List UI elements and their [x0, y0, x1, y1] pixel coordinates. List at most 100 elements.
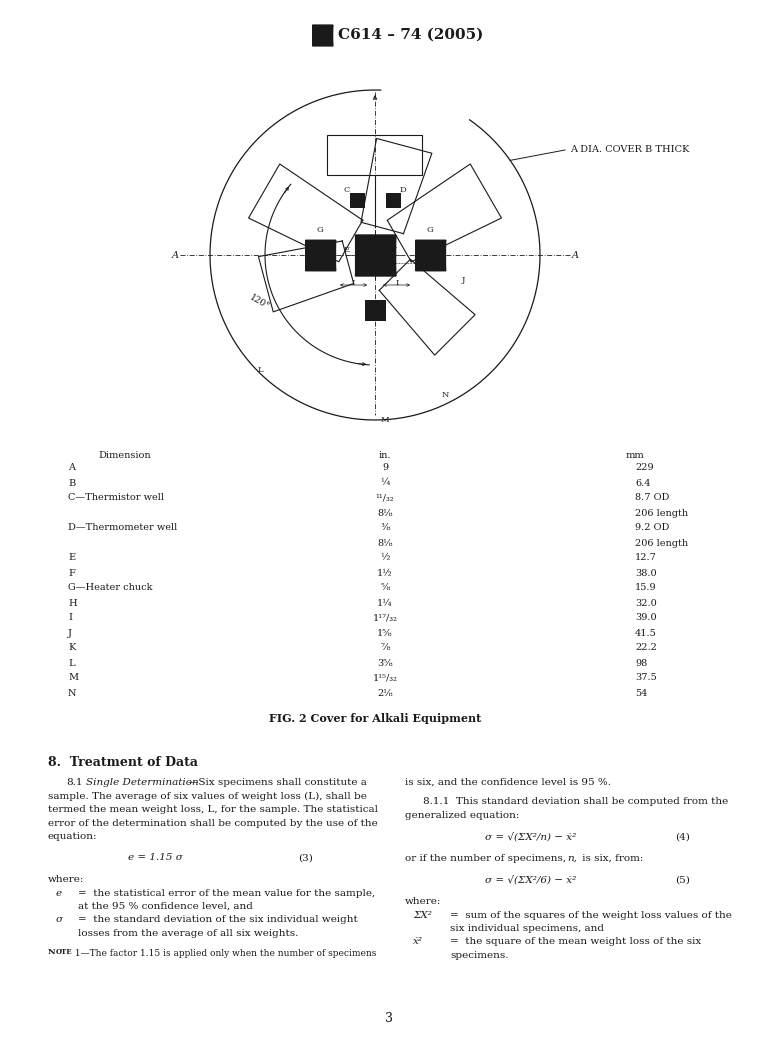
Text: (4): (4) [675, 833, 690, 841]
Text: N: N [441, 391, 449, 399]
Text: 3⅝: 3⅝ [377, 659, 393, 667]
Text: 38.0: 38.0 [635, 568, 657, 578]
Text: I: I [395, 279, 398, 287]
Text: where:: where: [405, 897, 441, 906]
Text: F: F [390, 246, 396, 254]
Text: M: M [380, 416, 389, 424]
Text: mm: mm [626, 451, 644, 459]
Text: FIG. 2 Cover for Alkali Equipment: FIG. 2 Cover for Alkali Equipment [269, 712, 481, 723]
Text: 9.2 OD: 9.2 OD [635, 524, 669, 533]
Text: 22.2: 22.2 [635, 643, 657, 653]
Text: σ = √(ΣX²/6) − ẋ²: σ = √(ΣX²/6) − ẋ² [485, 875, 576, 885]
Text: =  the statistical error of the mean value for the sample,: = the statistical error of the mean valu… [78, 889, 375, 897]
Text: 229: 229 [635, 463, 654, 473]
Text: 1⅝: 1⅝ [377, 629, 393, 637]
Text: 8.1.1  This standard deviation shall be computed from the: 8.1.1 This standard deviation shall be c… [423, 797, 728, 807]
Text: N: N [68, 688, 76, 697]
Text: Single Determination: Single Determination [86, 778, 198, 787]
Text: E: E [68, 554, 75, 562]
Text: or if the number of specimens,: or if the number of specimens, [405, 854, 566, 863]
Text: E: E [360, 246, 366, 254]
Text: 9: 9 [382, 463, 388, 473]
Text: at the 95 % confidence level, and: at the 95 % confidence level, and [78, 902, 253, 911]
Text: A DIA. COVER B THICK: A DIA. COVER B THICK [570, 146, 689, 154]
Text: 1¹⁵/₃₂: 1¹⁵/₃₂ [373, 674, 398, 683]
Text: 12.7: 12.7 [635, 554, 657, 562]
Text: ½: ½ [380, 554, 390, 562]
Text: losses from the average of all six weights.: losses from the average of all six weigh… [78, 929, 299, 938]
Text: equation:: equation: [48, 832, 97, 841]
Text: e: e [56, 889, 62, 897]
Text: specimens.: specimens. [450, 951, 509, 960]
Text: Dimension: Dimension [98, 451, 151, 459]
Text: 39.0: 39.0 [635, 613, 657, 623]
Text: ⅞: ⅞ [380, 643, 390, 653]
Text: C614 – 74 (2005): C614 – 74 (2005) [338, 28, 483, 42]
Text: ΣX²: ΣX² [413, 911, 432, 919]
Text: M: M [68, 674, 78, 683]
Text: ASTM: ASTM [314, 32, 330, 37]
Text: OTE: OTE [56, 948, 72, 957]
Text: 8⅛: 8⅛ [377, 508, 393, 517]
Text: A: A [572, 251, 579, 259]
Text: 206 length: 206 length [635, 508, 688, 517]
Text: =  the standard deviation of the six individual weight: = the standard deviation of the six indi… [78, 915, 358, 924]
Text: J: J [461, 276, 464, 284]
Text: is six, and the confidence level is 95 %.: is six, and the confidence level is 95 %… [405, 778, 611, 787]
Bar [328, 135, 422, 175]
Text: H: H [371, 251, 379, 259]
Text: H: H [68, 599, 76, 608]
Text: n,: n, [567, 854, 576, 863]
Text: sample. The average of six values of weight loss (L), shall be: sample. The average of six values of wei… [48, 791, 367, 801]
Text: 1¹⁷/₃₂: 1¹⁷/₃₂ [373, 613, 398, 623]
Text: I: I [68, 613, 72, 623]
Text: 8.  Treatment of Data: 8. Treatment of Data [48, 756, 198, 769]
Text: F: F [68, 568, 75, 578]
Text: σ = √(ΣX²/n) − ẋ²: σ = √(ΣX²/n) − ẋ² [485, 833, 576, 842]
Text: in.: in. [379, 451, 391, 459]
Text: 3: 3 [385, 1012, 393, 1024]
Text: 1½: 1½ [377, 568, 393, 578]
Text: 37.5: 37.5 [635, 674, 657, 683]
Text: A: A [68, 463, 75, 473]
Text: 54: 54 [635, 688, 647, 697]
Text: 1¼: 1¼ [377, 599, 393, 608]
Text: 6.4: 6.4 [635, 479, 650, 487]
Text: 32.0: 32.0 [635, 599, 657, 608]
Text: J: J [68, 629, 72, 637]
Text: where:: where: [48, 875, 84, 884]
Text: ⅝: ⅝ [380, 584, 390, 592]
Text: =  the square of the mean weight loss of the six: = the square of the mean weight loss of … [450, 938, 701, 946]
Text: B: B [68, 479, 75, 487]
Text: C: C [344, 186, 350, 194]
Text: K: K [372, 306, 378, 314]
Text: error of the determination shall be computed by the use of the: error of the determination shall be comp… [48, 818, 378, 828]
Text: 8.7 OD: 8.7 OD [635, 493, 669, 503]
Text: (5): (5) [675, 875, 690, 885]
Text: L: L [68, 659, 75, 667]
Text: e = 1.15 σ: e = 1.15 σ [128, 854, 183, 863]
Text: N: N [48, 948, 55, 957]
Text: σ: σ [56, 915, 63, 924]
Text: is six, from:: is six, from: [579, 854, 643, 863]
Text: =  sum of the squares of the weight loss values of the: = sum of the squares of the weight loss … [450, 911, 732, 919]
Text: L: L [258, 366, 263, 374]
Text: 15.9: 15.9 [635, 584, 657, 592]
Text: 1—The factor 1.15 is applied only when the number of specimens: 1—The factor 1.15 is applied only when t… [72, 948, 377, 958]
Text: ¼: ¼ [380, 479, 390, 487]
Text: 8⅛: 8⅛ [377, 538, 393, 548]
Text: G: G [426, 226, 433, 234]
Text: G: G [317, 226, 324, 234]
Text: 2⅛: 2⅛ [377, 688, 393, 697]
Text: D: D [400, 186, 406, 194]
Text: ¹¹/₃₂: ¹¹/₃₂ [376, 493, 394, 503]
Text: ẋ²: ẋ² [413, 938, 423, 946]
Text: termed the mean weight loss, L, for the sample. The statistical: termed the mean weight loss, L, for the … [48, 805, 378, 814]
Text: C—Thermistor well: C—Thermistor well [68, 493, 164, 503]
Text: K: K [68, 643, 75, 653]
Text: A: A [171, 251, 178, 259]
Text: 98: 98 [635, 659, 647, 667]
Text: G—Heater chuck: G—Heater chuck [68, 584, 152, 592]
Text: generalized equation:: generalized equation: [405, 811, 520, 820]
Text: (3): (3) [298, 854, 313, 863]
